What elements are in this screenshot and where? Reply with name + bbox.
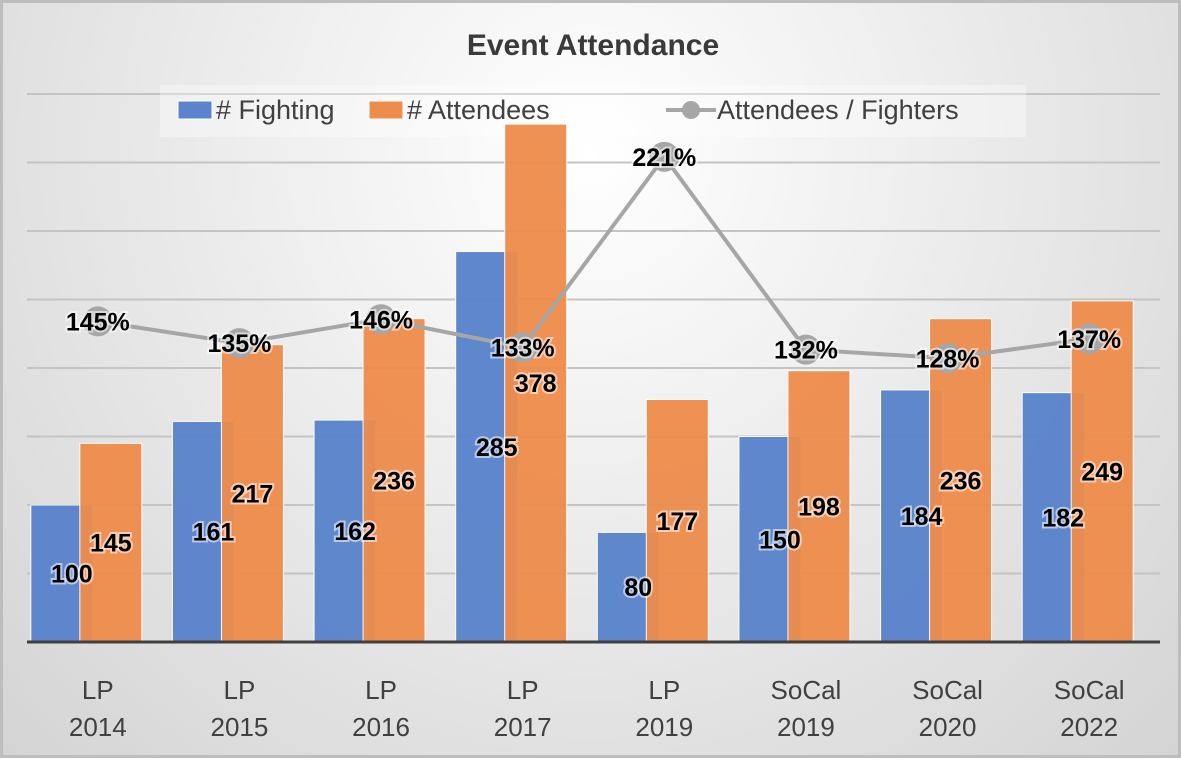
x-tick-label-line1: SoCal <box>912 675 983 705</box>
ratio-marker <box>649 141 680 172</box>
data-label-attendees: 249 <box>1081 458 1123 486</box>
x-tick-label-line2: 2014 <box>69 712 127 742</box>
data-label-attendees: 177 <box>656 508 698 536</box>
ratio-marker <box>932 343 963 374</box>
legend-label-attendees: # Attendees <box>407 95 550 125</box>
bar-attendees <box>929 318 993 643</box>
bar-attendees <box>787 370 851 643</box>
data-label-ratio: 145% <box>66 308 130 336</box>
data-label-fighting: 80 <box>624 574 652 602</box>
bar-attendees <box>645 399 709 643</box>
bar-attendees <box>1070 300 1134 643</box>
data-label-fighting: 285 <box>476 434 518 462</box>
data-label-ratio: 137% <box>1057 326 1121 354</box>
bar-attendees <box>79 442 143 643</box>
x-tick-label-line1: LP <box>648 675 680 705</box>
ratio-marker <box>82 306 113 337</box>
data-label-attendees: 217 <box>232 480 274 508</box>
legend-label-fighting: # Fighting <box>216 95 335 125</box>
x-tick-label-line2: 2015 <box>211 712 269 742</box>
data-label-attendees: 145 <box>90 530 132 558</box>
data-label-attendees: 236 <box>373 467 415 495</box>
ratio-marker <box>507 332 538 363</box>
ratio-marker <box>790 334 821 365</box>
data-label-ratio: 132% <box>774 337 838 365</box>
x-tick-label-line1: LP <box>365 675 397 705</box>
x-tick-label-line1: LP <box>224 675 256 705</box>
x-tick-label-line1: SoCal <box>1054 675 1125 705</box>
data-label-fighting: 162 <box>334 518 376 546</box>
data-label-fighting: 182 <box>1042 504 1084 532</box>
x-tick-label-line2: 2016 <box>352 712 410 742</box>
x-tick-label-line2: 2022 <box>1060 712 1118 742</box>
legend-label-ratio: Attendees / Fighters <box>717 95 959 125</box>
x-tick-label-line2: 2017 <box>494 712 552 742</box>
chart-title: Event Attendance <box>467 29 719 62</box>
data-label-attendees: 198 <box>798 493 840 521</box>
ratio-marker <box>224 328 255 359</box>
legend-marker-ratio <box>682 101 700 119</box>
data-label-ratio: 135% <box>207 330 271 358</box>
legend-swatch-fighting <box>177 100 213 120</box>
x-tick-label-line1: LP <box>82 675 114 705</box>
data-label-ratio: 221% <box>632 144 696 172</box>
data-label-fighting: 184 <box>901 503 943 531</box>
legend-swatch-attendees <box>368 100 404 120</box>
data-label-ratio: 146% <box>349 306 413 334</box>
data-label-attendees: 378 <box>515 370 557 398</box>
data-label-ratio: 133% <box>491 334 555 362</box>
ratio-line <box>97 153 1090 361</box>
x-tick-label-line1: SoCal <box>771 675 842 705</box>
ratio-marker <box>1074 323 1105 354</box>
data-label-ratio: 128% <box>916 345 980 373</box>
chart-svg: Event Attendance # Fighting # Attendees Att… <box>27 29 1160 742</box>
bar-attendees <box>504 123 568 643</box>
data-label-fighting: 150 <box>759 526 801 554</box>
x-tick-label-line2: 2019 <box>635 712 693 742</box>
data-label-fighting: 100 <box>51 561 93 589</box>
legend-box <box>160 85 1026 137</box>
ratio-marker <box>366 304 397 335</box>
data-label-attendees: 236 <box>940 467 982 495</box>
x-tick-label-line2: 2020 <box>919 712 977 742</box>
data-label-fighting: 161 <box>193 519 235 547</box>
x-tick-label-line1: LP <box>507 675 539 705</box>
x-tick-label-line2: 2019 <box>777 712 835 742</box>
